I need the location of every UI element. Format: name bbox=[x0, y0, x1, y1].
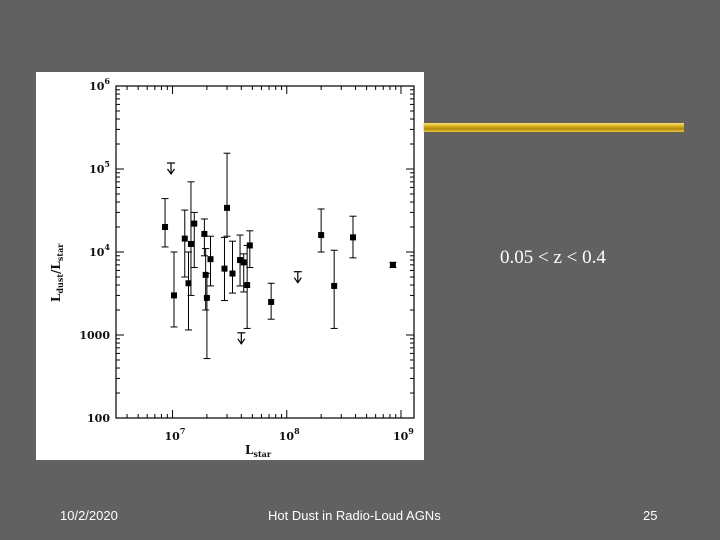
data-point bbox=[229, 240, 237, 294]
data-point bbox=[236, 234, 244, 287]
footer-title: Hot Dust in Radio-Loud AGNs bbox=[268, 508, 441, 523]
point-marker bbox=[229, 270, 236, 277]
data-point bbox=[203, 273, 211, 360]
data-point bbox=[170, 251, 178, 328]
upper-limit-head bbox=[167, 168, 176, 176]
point-marker bbox=[237, 257, 244, 264]
data-point bbox=[317, 208, 325, 253]
data-point bbox=[207, 235, 215, 287]
plot-panel: 107 108 109 100 1000 104 105 106 Lstar Ldust/Lsta… bbox=[36, 72, 424, 460]
upper-limit-arrow bbox=[293, 271, 302, 284]
point-marker bbox=[185, 280, 192, 287]
x-tick-label: 109 bbox=[393, 426, 414, 443]
data-point bbox=[181, 209, 189, 278]
data-point bbox=[220, 236, 228, 302]
y-axis-label: Ldust/Lstar bbox=[49, 243, 65, 302]
point-marker bbox=[187, 240, 194, 247]
footer-date: 10/2/2020 bbox=[60, 508, 118, 523]
data-point bbox=[190, 211, 198, 269]
y-tick-label: 100 bbox=[87, 412, 110, 425]
decorative-gold-bar bbox=[424, 123, 684, 132]
x-tick-label: 108 bbox=[279, 426, 300, 443]
y-tick-label: 104 bbox=[89, 242, 110, 259]
data-point bbox=[267, 282, 275, 320]
point-marker bbox=[268, 298, 275, 305]
data-point bbox=[240, 253, 248, 293]
scatter-plot: 107 108 109 100 1000 104 105 106 Lstar Ldust/Lsta… bbox=[49, 76, 415, 459]
upper-limit-arrow bbox=[237, 332, 246, 345]
data-point bbox=[187, 181, 195, 296]
point-marker bbox=[201, 230, 208, 237]
point-marker bbox=[389, 261, 396, 268]
point-marker bbox=[331, 282, 338, 289]
y-tick-label: 105 bbox=[89, 159, 110, 176]
data-point bbox=[389, 261, 397, 269]
data-point bbox=[330, 249, 338, 329]
point-marker bbox=[349, 234, 356, 241]
point-marker bbox=[203, 294, 210, 301]
plot-frame bbox=[115, 85, 415, 419]
x-axis-label: Lstar bbox=[245, 443, 272, 459]
x-tick-label: 107 bbox=[165, 426, 186, 443]
data-point bbox=[161, 198, 169, 248]
data-point bbox=[349, 215, 357, 259]
y-tick-label: 1000 bbox=[79, 329, 110, 342]
point-marker bbox=[221, 265, 228, 272]
upper-limit-arrow bbox=[167, 162, 176, 176]
point-marker bbox=[240, 259, 247, 266]
point-marker bbox=[244, 282, 251, 289]
point-marker bbox=[162, 224, 169, 231]
data-point bbox=[223, 152, 231, 237]
point-marker bbox=[202, 271, 209, 278]
point-marker bbox=[246, 242, 253, 249]
point-marker bbox=[170, 292, 177, 299]
point-marker bbox=[318, 232, 325, 239]
point-marker bbox=[181, 235, 188, 242]
y-tick-label: 106 bbox=[89, 76, 110, 93]
upper-limit-head bbox=[237, 338, 246, 345]
point-marker bbox=[224, 204, 231, 211]
footer-page-number: 25 bbox=[643, 508, 658, 523]
upper-limit-head bbox=[293, 277, 302, 284]
redshift-range-label: 0.05 < z < 0.4 bbox=[500, 247, 606, 268]
point-marker bbox=[191, 220, 198, 227]
data-point bbox=[200, 218, 208, 257]
data-point bbox=[246, 230, 254, 269]
point-marker bbox=[207, 256, 214, 263]
